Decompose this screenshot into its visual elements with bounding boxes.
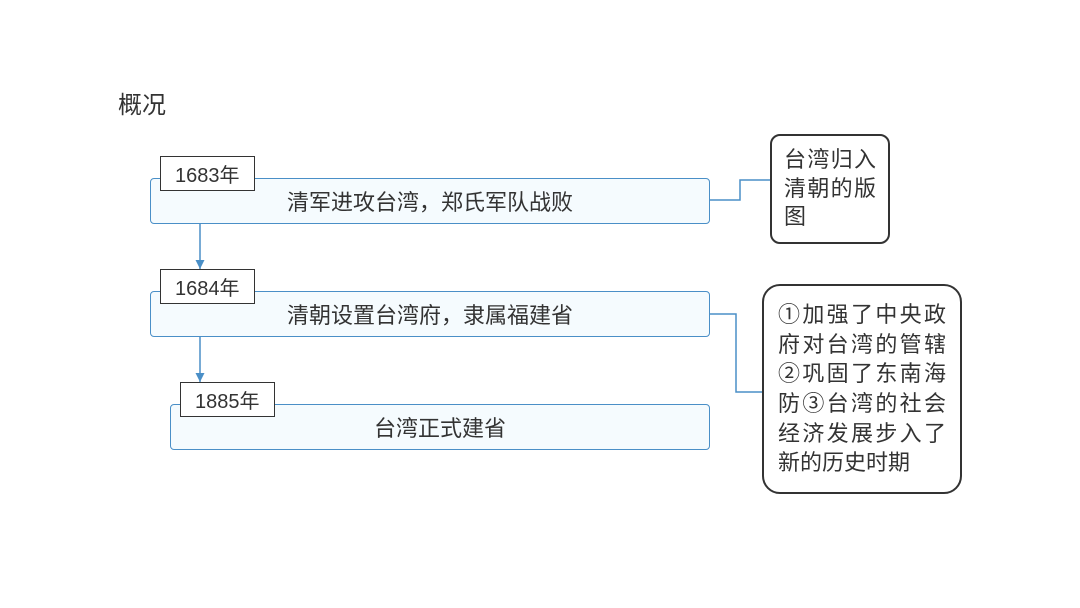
link-top	[710, 180, 770, 200]
connector-layer	[0, 0, 1080, 608]
link-bottom	[710, 314, 762, 392]
year-box-0: 1683年	[160, 156, 255, 191]
year-box-2: 1885年	[180, 382, 275, 417]
year-box-1: 1684年	[160, 269, 255, 304]
